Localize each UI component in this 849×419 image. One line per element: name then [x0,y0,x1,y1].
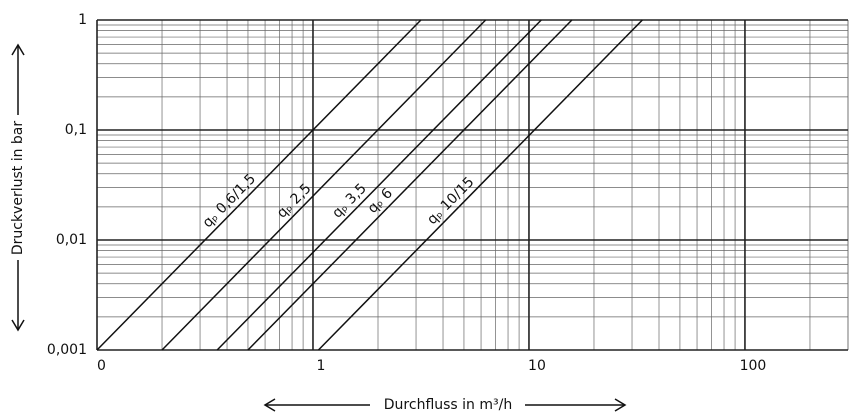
x-tick-label: 1 [317,358,326,374]
y-tick-label: 1 [78,12,87,28]
series-line [161,19,487,351]
y-tick-label: 0,001 [47,342,87,358]
series-line [317,19,643,351]
y-tick-label: 0,01 [56,232,87,248]
series-label: qₚ 10/15 [424,174,477,228]
x-axis-arrows [263,398,627,412]
y-axis-arrows [11,43,25,332]
series-line [216,19,542,351]
x-tick-label: 100 [740,358,767,374]
series-line [96,19,422,351]
series-label: qₚ 0,6/1,5 [200,171,259,231]
y-axis-label: Druckverlust in bar [10,121,26,256]
y-tick-label: 0,1 [65,122,87,138]
x-tick-label: 0 [97,358,106,374]
x-tick-label: 10 [528,358,546,374]
x-axis-label: Durchfluss in m³/h [384,397,512,413]
series-label: qₚ 6 [365,185,396,216]
series-line [247,19,573,351]
